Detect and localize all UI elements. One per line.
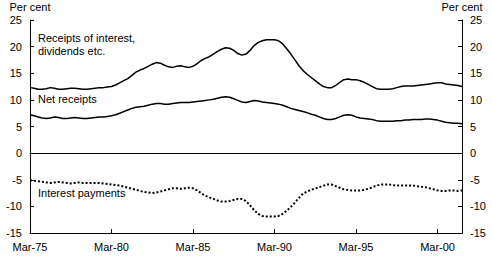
svg-text:dividends etc.: dividends etc. <box>38 45 105 57</box>
svg-text:-10: -10 <box>470 200 486 212</box>
svg-text:10: 10 <box>10 94 22 106</box>
svg-text:Mar-85: Mar-85 <box>176 241 211 253</box>
svg-text:5: 5 <box>470 121 476 133</box>
svg-text:5: 5 <box>16 121 22 133</box>
svg-text:Mar-80: Mar-80 <box>94 241 129 253</box>
svg-text:15: 15 <box>470 67 482 79</box>
svg-text:25: 25 <box>470 14 482 26</box>
svg-text:Interest payments: Interest payments <box>38 187 126 199</box>
svg-text:-15: -15 <box>6 227 22 239</box>
svg-text:Mar-00: Mar-00 <box>420 241 455 253</box>
svg-text:-5: -5 <box>470 174 480 186</box>
svg-text:-5: -5 <box>12 174 22 186</box>
svg-text:Net receipts: Net receipts <box>38 93 97 105</box>
svg-text:15: 15 <box>10 67 22 79</box>
svg-text:10: 10 <box>470 94 482 106</box>
svg-text:0: 0 <box>470 147 476 159</box>
svg-text:0: 0 <box>16 147 22 159</box>
svg-text:20: 20 <box>10 41 22 53</box>
svg-text:Per cent: Per cent <box>10 1 51 13</box>
svg-text:25: 25 <box>10 14 22 26</box>
svg-text:20: 20 <box>470 41 482 53</box>
svg-text:-10: -10 <box>6 200 22 212</box>
svg-text:Receipts of interest,: Receipts of interest, <box>38 32 138 44</box>
svg-text:Mar-90: Mar-90 <box>257 241 292 253</box>
svg-text:Mar-95: Mar-95 <box>339 241 374 253</box>
svg-text:Mar-75: Mar-75 <box>13 241 48 253</box>
svg-text:Per cent: Per cent <box>442 1 483 13</box>
svg-text:-15: -15 <box>470 227 486 239</box>
